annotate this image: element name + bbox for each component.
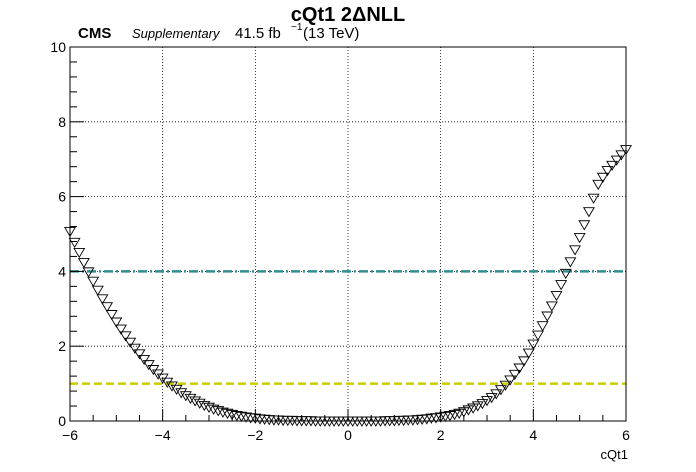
data-point bbox=[96, 294, 109, 305]
data-point bbox=[601, 166, 614, 177]
x-axis-label: cQt1 bbox=[601, 447, 628, 462]
data-point bbox=[240, 412, 253, 423]
data-point bbox=[578, 220, 591, 231]
data-point bbox=[73, 247, 86, 259]
data-point bbox=[508, 369, 521, 381]
data-point bbox=[485, 393, 498, 404]
data-point bbox=[490, 389, 503, 400]
grid-lines bbox=[69, 46, 627, 422]
lumi-value: 41.5 fb bbox=[235, 25, 281, 42]
data-point bbox=[559, 268, 572, 280]
data-point bbox=[476, 399, 489, 410]
data-point bbox=[587, 193, 600, 204]
x-tick-label: 2 bbox=[437, 427, 445, 443]
chart-title: cQt1 2ΔNLL bbox=[291, 4, 405, 26]
data-point bbox=[110, 317, 123, 328]
data-point bbox=[101, 302, 114, 313]
data-point bbox=[606, 160, 619, 172]
data-point bbox=[114, 324, 127, 335]
data-point bbox=[550, 290, 563, 302]
data-point bbox=[610, 155, 623, 166]
x-tick-label: −2 bbox=[247, 427, 263, 443]
data-point bbox=[582, 207, 595, 218]
data-point bbox=[527, 339, 540, 350]
data-point bbox=[198, 400, 211, 412]
data-point bbox=[504, 375, 517, 386]
data-point bbox=[494, 385, 507, 396]
data-point bbox=[207, 404, 220, 415]
y-tick-label: 10 bbox=[50, 39, 66, 55]
data-point bbox=[133, 349, 146, 360]
data-point bbox=[221, 408, 234, 419]
data-point bbox=[564, 257, 577, 268]
data-point bbox=[216, 407, 229, 418]
y-tick-label: 8 bbox=[58, 114, 66, 130]
data-point bbox=[499, 380, 512, 391]
data-point bbox=[230, 411, 243, 422]
data-point bbox=[128, 343, 141, 354]
y-tick-label: 4 bbox=[58, 263, 66, 279]
data-point bbox=[82, 267, 95, 278]
y-tick-labels: 0 2 4 6 8 10 bbox=[50, 39, 66, 429]
data-point bbox=[569, 245, 582, 256]
x-tick-labels: −6 −4 −2 0 2 4 6 bbox=[62, 427, 630, 443]
data-point bbox=[615, 150, 628, 161]
experiment-label: CMS bbox=[78, 25, 111, 42]
data-point bbox=[518, 356, 531, 367]
data-point bbox=[87, 276, 100, 287]
y-tick-label: 2 bbox=[58, 338, 66, 354]
data-point bbox=[91, 285, 104, 296]
data-point bbox=[203, 402, 215, 413]
data-point bbox=[170, 384, 183, 396]
x-tick-label: −4 bbox=[155, 427, 171, 443]
data-point bbox=[193, 398, 206, 409]
data-point bbox=[555, 280, 568, 291]
data-point bbox=[165, 381, 178, 392]
data-point bbox=[522, 348, 535, 359]
data-point bbox=[175, 388, 188, 399]
energy-label: (13 TeV) bbox=[303, 25, 359, 42]
x-tick-label: 0 bbox=[344, 427, 352, 443]
x-tick-label: −6 bbox=[62, 427, 78, 443]
reference-lines bbox=[70, 270, 626, 385]
data-point bbox=[592, 179, 605, 191]
data-point bbox=[467, 403, 480, 414]
data-point bbox=[536, 321, 549, 332]
data-point bbox=[189, 396, 202, 407]
lumi-exponent: −1 bbox=[291, 22, 303, 33]
x-tick-label: 6 bbox=[622, 427, 630, 443]
data-point bbox=[184, 393, 197, 405]
data-point bbox=[541, 311, 554, 322]
data-point bbox=[513, 363, 526, 374]
y-tick-label: 0 bbox=[58, 413, 66, 429]
data-point bbox=[235, 411, 248, 422]
data-point bbox=[68, 237, 81, 249]
data-point bbox=[161, 377, 174, 388]
data-point bbox=[179, 391, 192, 402]
data-point bbox=[481, 396, 493, 407]
x-tick-label: 4 bbox=[529, 427, 537, 443]
data-point bbox=[573, 233, 586, 244]
data-point bbox=[105, 310, 118, 321]
data-point bbox=[462, 405, 475, 416]
data-point bbox=[124, 337, 137, 348]
data-point bbox=[226, 409, 239, 421]
data-point bbox=[77, 258, 90, 269]
y-tick-label: 6 bbox=[58, 189, 66, 205]
data-point bbox=[119, 331, 132, 342]
data-point bbox=[138, 354, 151, 366]
data-point bbox=[457, 407, 470, 418]
data-point bbox=[471, 401, 484, 412]
data-point bbox=[545, 301, 558, 312]
axis-ticks bbox=[69, 46, 627, 422]
data-point bbox=[596, 172, 609, 183]
data-point bbox=[212, 406, 225, 417]
data-point bbox=[531, 330, 544, 341]
status-label: Supplementary bbox=[132, 26, 221, 41]
